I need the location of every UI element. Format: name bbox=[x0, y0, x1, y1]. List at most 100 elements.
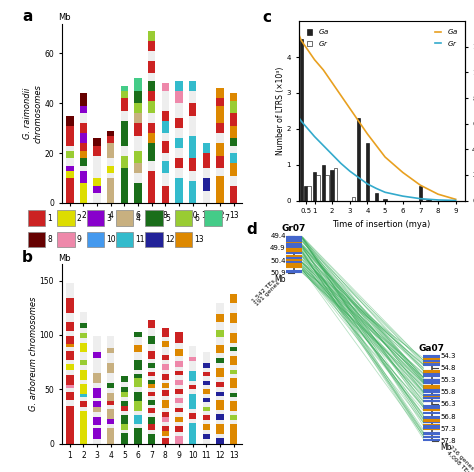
Bar bbox=[134, 401, 142, 411]
Bar bbox=[175, 422, 182, 426]
Text: 216 genes
4,098 TEs: 216 genes 4,098 TEs bbox=[444, 445, 474, 472]
Bar bbox=[93, 398, 101, 401]
Bar bbox=[202, 424, 210, 430]
Bar bbox=[80, 333, 87, 338]
Bar bbox=[216, 396, 224, 400]
Bar bbox=[93, 401, 101, 407]
Bar bbox=[121, 433, 128, 444]
Bar bbox=[230, 313, 237, 323]
Text: Mb: Mb bbox=[440, 443, 452, 452]
Bar bbox=[230, 176, 237, 185]
Bar bbox=[162, 133, 169, 141]
Bar bbox=[202, 143, 210, 153]
Bar bbox=[162, 91, 169, 111]
Bar bbox=[189, 385, 196, 389]
Bar bbox=[80, 170, 87, 183]
Bar bbox=[107, 393, 115, 401]
Bar bbox=[148, 372, 155, 376]
Text: 9: 9 bbox=[77, 235, 82, 244]
Text: Mb: Mb bbox=[274, 275, 286, 284]
Bar bbox=[175, 91, 182, 103]
Bar bbox=[162, 412, 169, 416]
Bar bbox=[216, 438, 224, 444]
Bar bbox=[134, 345, 142, 353]
Bar bbox=[202, 353, 210, 363]
Y-axis label: Number of LTRS (×10³): Number of LTRS (×10³) bbox=[276, 67, 285, 155]
Bar bbox=[93, 353, 101, 358]
Bar bbox=[189, 81, 196, 91]
Bar bbox=[66, 391, 73, 400]
Bar bbox=[162, 111, 169, 121]
Bar bbox=[216, 410, 224, 414]
Bar bbox=[66, 330, 73, 336]
Bar bbox=[230, 323, 237, 333]
Text: c: c bbox=[262, 10, 271, 25]
Bar bbox=[66, 400, 73, 405]
Bar bbox=[148, 351, 155, 359]
Bar bbox=[162, 383, 169, 388]
Text: b: b bbox=[22, 250, 33, 265]
Bar bbox=[216, 434, 224, 438]
Bar bbox=[175, 404, 182, 408]
Bar bbox=[148, 170, 155, 203]
Bar bbox=[66, 116, 73, 126]
Bar bbox=[80, 353, 87, 360]
Bar bbox=[175, 416, 182, 422]
Bar bbox=[80, 370, 87, 379]
Bar bbox=[80, 133, 87, 143]
Bar bbox=[107, 424, 115, 429]
Bar bbox=[121, 146, 128, 156]
Bar bbox=[121, 401, 128, 405]
Bar bbox=[93, 388, 101, 398]
Bar bbox=[162, 379, 169, 383]
Bar bbox=[93, 336, 101, 353]
Bar bbox=[216, 420, 224, 424]
Bar bbox=[148, 416, 155, 424]
Bar bbox=[216, 322, 224, 329]
Bar bbox=[93, 138, 101, 146]
Bar bbox=[202, 368, 210, 372]
Bar bbox=[66, 347, 73, 351]
Bar bbox=[148, 359, 155, 363]
Text: 4: 4 bbox=[136, 214, 140, 223]
Bar bbox=[175, 398, 182, 404]
Text: 1: 1 bbox=[47, 214, 52, 223]
Bar bbox=[216, 400, 224, 410]
Bar bbox=[175, 412, 182, 416]
Bar bbox=[175, 148, 182, 158]
Bar bbox=[66, 283, 73, 298]
X-axis label: Time of insertion (mya): Time of insertion (mya) bbox=[332, 220, 431, 229]
Bar bbox=[216, 424, 224, 434]
Bar bbox=[66, 170, 73, 178]
Bar bbox=[66, 336, 73, 344]
Bar bbox=[134, 173, 142, 183]
Bar bbox=[216, 133, 224, 143]
Bar bbox=[107, 131, 115, 136]
Bar bbox=[93, 185, 101, 193]
Bar bbox=[148, 101, 155, 113]
Bar bbox=[162, 438, 169, 444]
Bar bbox=[121, 98, 128, 111]
Bar bbox=[216, 123, 224, 133]
Bar bbox=[189, 413, 196, 419]
Bar bbox=[107, 354, 115, 363]
Bar bbox=[66, 405, 73, 444]
Bar bbox=[134, 374, 142, 379]
Bar bbox=[162, 374, 169, 379]
Bar bbox=[148, 91, 155, 101]
Bar bbox=[216, 414, 224, 420]
Text: 54.8: 54.8 bbox=[440, 365, 456, 371]
Bar bbox=[428, 199, 431, 201]
Bar bbox=[146, 211, 163, 226]
Y-axis label: G. arboreum chromosomes: G. arboreum chromosomes bbox=[29, 297, 38, 411]
Bar bbox=[148, 51, 155, 61]
Bar bbox=[121, 430, 128, 433]
Bar bbox=[148, 113, 155, 123]
Bar bbox=[189, 389, 196, 394]
Bar bbox=[148, 160, 155, 170]
Bar bbox=[80, 343, 87, 353]
Bar bbox=[175, 355, 182, 361]
Text: Mb: Mb bbox=[58, 253, 71, 262]
Bar bbox=[80, 384, 87, 394]
Bar bbox=[162, 185, 169, 203]
